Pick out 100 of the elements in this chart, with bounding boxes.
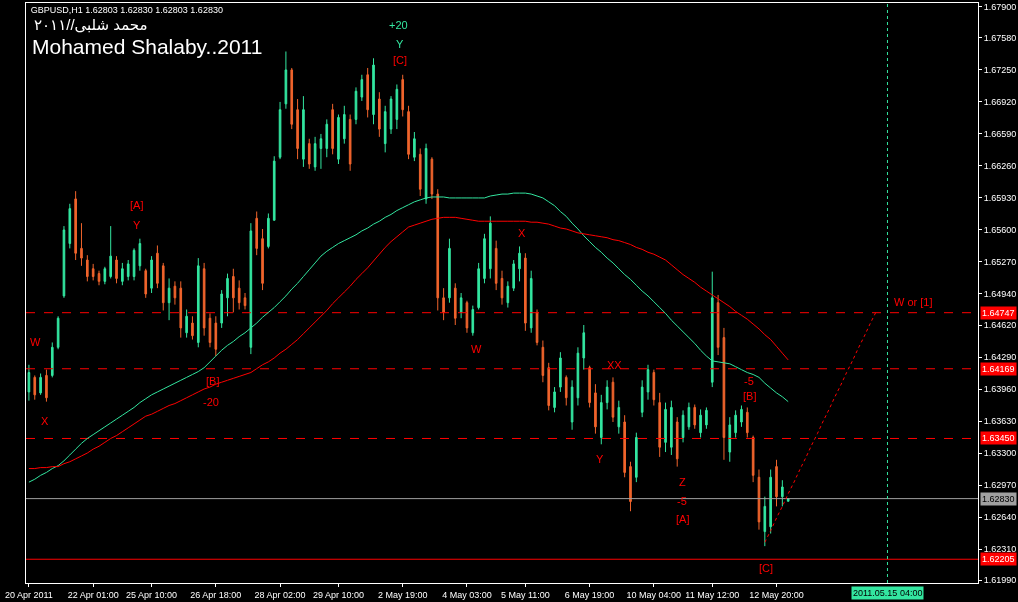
candlestick <box>564 374 568 407</box>
x-tick-label: 2011.05.15 04:00 <box>853 588 923 598</box>
candlestick <box>302 95 305 168</box>
candlestick <box>33 374 37 401</box>
candlestick <box>389 95 393 135</box>
candlestick <box>337 114 340 165</box>
candlestick <box>214 315 218 357</box>
candlestick <box>401 74 405 117</box>
candlestick <box>97 270 101 286</box>
candlestick <box>173 280 177 306</box>
candlestick <box>629 461 632 512</box>
annotation: محمد شلبى//٢٠١١ <box>34 16 148 33</box>
y-tick-label: 1.62640 <box>983 512 1017 523</box>
candlestick <box>383 105 387 153</box>
candlestick <box>278 101 282 160</box>
candlestick <box>331 103 334 155</box>
candlestick <box>675 416 679 468</box>
y-tick-label: 1.67250 <box>983 65 1017 76</box>
candlestick <box>658 392 662 458</box>
candlestick <box>775 459 778 507</box>
candlestick <box>360 74 364 102</box>
x-tick-label: 11 May 12:00 <box>685 589 740 600</box>
y-tick-label: 1.65930 <box>983 193 1017 204</box>
candlestick <box>781 479 784 507</box>
candlestick <box>442 287 445 321</box>
x-tick-label: 12 May 20:00 <box>749 589 804 600</box>
candlestick <box>249 222 253 355</box>
y-tick-label: 1.65600 <box>983 225 1017 236</box>
annotation: +20 <box>389 19 408 31</box>
candlestick <box>126 259 130 281</box>
candlestick <box>740 405 743 428</box>
annotation: [B] <box>206 375 220 387</box>
y-tick-label: 1.62970 <box>983 480 1017 491</box>
candlestick <box>185 308 188 339</box>
y-tick-label: 1.64620 <box>983 320 1017 331</box>
candlestick <box>559 351 562 393</box>
candlestick <box>611 376 615 423</box>
candlestick <box>529 270 533 334</box>
candlestick <box>483 233 486 284</box>
candlestick <box>56 315 60 350</box>
annotation: W <box>471 343 482 355</box>
annotation: Mohamed Shalaby..2011 <box>32 35 263 58</box>
candlestick <box>27 364 31 402</box>
y-tick-label: 1.63960 <box>983 384 1017 395</box>
annotation: [C] <box>393 54 408 66</box>
candlestick <box>68 203 72 249</box>
candlestick <box>453 282 457 326</box>
candlestick <box>342 105 346 145</box>
candlestick <box>232 268 235 313</box>
candlestick <box>161 262 165 311</box>
candlestick <box>74 190 77 261</box>
candlestick <box>518 245 521 282</box>
candlestick <box>284 50 288 110</box>
annotation: [C] <box>759 562 774 574</box>
annotation: XX <box>607 359 623 371</box>
candlestick <box>605 379 609 410</box>
candlestick <box>91 263 95 281</box>
candlestick <box>167 277 171 321</box>
x-tick-label: 4 May 03:00 <box>442 589 492 600</box>
candlestick <box>670 400 673 456</box>
candlestick <box>39 373 42 396</box>
candlestick <box>372 57 375 125</box>
x-tick-label: 6 May 19:00 <box>564 589 615 600</box>
y-tick-label: 1.63300 <box>983 448 1017 459</box>
candlestick <box>395 83 399 130</box>
candlestick <box>378 91 381 138</box>
candlestick <box>699 408 702 439</box>
candlestick <box>354 86 358 125</box>
candlestick <box>226 273 229 317</box>
ref-line-label: 1.62830 <box>982 494 1015 504</box>
candlestick <box>763 496 767 547</box>
candlestick <box>290 67 294 130</box>
candlestick <box>138 238 142 272</box>
candlestick <box>710 271 714 388</box>
x-tick-label: 5 May 11:00 <box>500 589 550 600</box>
y-tick-label: 1.65270 <box>983 257 1017 268</box>
ref-line-label: 1.62205 <box>982 554 1015 564</box>
y-tick-label: 1.66590 <box>983 129 1017 140</box>
ref-line-label: 1.64169 <box>982 364 1015 374</box>
annotation: Y <box>396 38 404 50</box>
candlestick <box>734 409 737 439</box>
candlestick <box>547 362 551 411</box>
candlestick <box>272 155 276 221</box>
y-tick-label: 1.67900 <box>983 2 1017 13</box>
candlestick <box>325 118 329 158</box>
candlestick <box>307 138 311 170</box>
candlestick <box>664 402 667 453</box>
candlestick <box>541 340 545 383</box>
candlestick <box>144 268 148 299</box>
candlestick <box>121 262 124 286</box>
candlestick <box>348 114 352 172</box>
candlestick <box>80 222 83 267</box>
annotation: Y <box>133 219 141 231</box>
candlestick <box>652 369 656 407</box>
candlestick <box>261 228 264 291</box>
candlestick <box>745 406 749 439</box>
candlestick <box>471 305 475 337</box>
candlestick <box>535 308 539 346</box>
annotation: [A] <box>676 513 690 525</box>
candlestick <box>640 379 644 418</box>
